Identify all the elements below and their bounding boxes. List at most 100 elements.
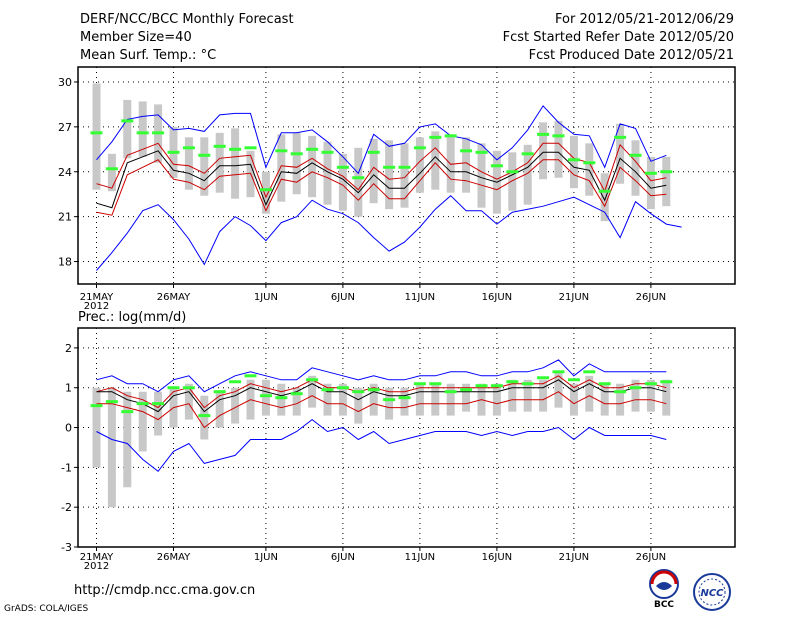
observed-mark: [552, 134, 565, 138]
spread-box: [415, 383, 424, 416]
spread-box: [600, 383, 609, 416]
y-tick-label: 2: [65, 342, 72, 355]
spread-box: [261, 171, 270, 214]
spread-box: [184, 137, 193, 190]
observed-mark: [244, 146, 257, 150]
observed-mark: [629, 386, 642, 390]
observed-mark: [275, 149, 288, 153]
series-mean-line: [96, 379, 667, 413]
observed-mark: [167, 386, 180, 390]
y-tick-label: 24: [58, 166, 72, 179]
spread-box: [123, 99, 132, 159]
observed-mark: [383, 398, 396, 402]
ncc-logo-text: NCC: [700, 588, 724, 599]
observed-mark: [213, 390, 226, 394]
spread-box: [400, 387, 409, 416]
spread-box: [107, 387, 116, 508]
spread-box: [385, 387, 394, 420]
x-year-label: 2012: [84, 561, 109, 572]
spread-box: [446, 383, 455, 416]
observed-mark: [105, 400, 118, 404]
spread-box: [92, 387, 101, 468]
spread-box: [539, 379, 548, 412]
spread-box: [646, 379, 655, 412]
observed-mark: [321, 150, 334, 154]
observed-mark: [629, 153, 642, 157]
x-tick-label: 26MAY: [157, 292, 191, 303]
spread-box: [138, 391, 147, 452]
spread-box: [277, 134, 286, 202]
observed-mark: [475, 150, 488, 154]
prec-label: Prec.: log(mm/d): [78, 310, 187, 325]
grads-credit: GrADS: COLA/IGES: [4, 604, 89, 614]
spread-box: [92, 83, 101, 190]
observed-mark: [290, 392, 303, 396]
panel-2: -3 -2 -1 0 1 2 21MAY 26MAY 1JUN 6JUN 11JUN 16JUN 21J…: [61, 327, 736, 572]
spread-box: [462, 383, 471, 412]
observed-mark: [152, 131, 165, 135]
y-tick-label: -3: [61, 541, 72, 554]
spread-box: [585, 375, 594, 412]
spread-box: [569, 135, 578, 189]
spread-box: [338, 153, 347, 211]
spread-box: [600, 173, 609, 222]
observed-mark: [383, 165, 396, 169]
spread-box: [431, 383, 440, 416]
observed-mark: [367, 388, 380, 392]
observed-mark: [121, 119, 134, 123]
x-tick-label: 16JUN: [482, 292, 512, 303]
observed-mark: [290, 152, 303, 156]
spread-box: [354, 147, 363, 217]
series-min-line: [96, 418, 667, 473]
series-mean-line: [96, 150, 667, 209]
observed-mark: [660, 380, 673, 384]
observed-mark: [460, 149, 473, 153]
forecast-period: For 2012/05/21-2012/06/29: [555, 12, 734, 27]
observed-mark: [352, 176, 365, 180]
series-lower-line: [96, 391, 667, 429]
observed-mark: [259, 188, 272, 192]
observed-mark: [275, 396, 288, 400]
x-tick-label: 1JUN: [254, 292, 278, 303]
x-tick-label: 21MAY: [80, 552, 114, 563]
series-min-line: [96, 195, 682, 271]
produced-date: Fcst Produced Date 2012/05/21: [528, 48, 734, 63]
spread-box: [400, 143, 409, 208]
observed-mark: [537, 132, 550, 136]
observed-mark: [583, 161, 596, 165]
observed-mark: [367, 150, 380, 154]
observed-mark: [136, 402, 149, 406]
spread-box: [338, 383, 347, 416]
bcc-logo: BCC: [642, 568, 686, 610]
spread-box: [154, 391, 163, 436]
spread-box: [354, 387, 363, 424]
series-lower-line: [96, 159, 667, 216]
observed-mark: [213, 144, 226, 148]
observed-mark: [398, 396, 411, 400]
panel-1: 18 21 24 27 30 21MAY 26MAY 1JUN 6JUN 11JUN 16JUN 21…: [58, 66, 736, 312]
variable-label: Mean Surf. Temp.: °C: [80, 48, 217, 63]
observed-mark: [444, 390, 457, 394]
source-url[interactable]: http://cmdp.ncc.cma.gov.cn: [74, 583, 256, 598]
spread-box: [631, 379, 640, 412]
observed-mark: [460, 388, 473, 392]
observed-mark: [614, 135, 627, 139]
spread-box: [231, 387, 240, 424]
spread-box: [323, 383, 332, 416]
y-tick-label: -2: [61, 501, 72, 514]
observed-mark: [429, 135, 442, 139]
observed-mark: [198, 153, 211, 157]
observed-mark: [229, 380, 242, 384]
observed-mark: [614, 390, 627, 394]
observed-mark: [660, 170, 673, 174]
observed-mark: [90, 131, 103, 135]
observed-mark: [521, 152, 534, 156]
observed-mark: [429, 382, 442, 386]
spread-box: [200, 137, 209, 196]
spread-box: [616, 383, 625, 416]
x-tick-label: 11JUN: [405, 552, 435, 563]
plot-frame: [77, 66, 736, 285]
observed-mark: [475, 384, 488, 388]
x-tick-label: 26MAY: [157, 552, 191, 563]
